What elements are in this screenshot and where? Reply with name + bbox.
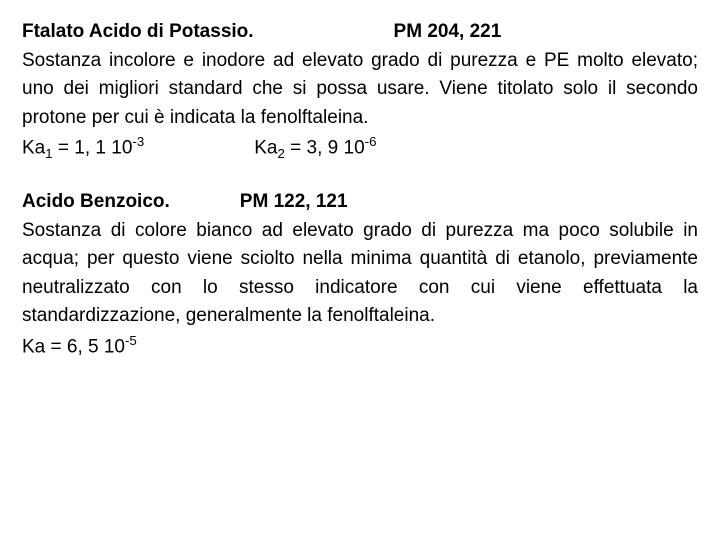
body-1: Sostanza incolore e inodore ad elevato g… (22, 47, 698, 133)
title-2: Acido Benzoico. (22, 188, 170, 217)
ka-line-1: Ka1 = 1, 1 10-3 Ka2 = 3, 9 10-6 (22, 132, 698, 164)
pm-2: PM 122, 121 (240, 188, 348, 217)
spacer (144, 132, 254, 164)
title-1: Ftalato Acido di Potassio. (22, 18, 254, 47)
ka2: Ka2 = 3, 9 10-6 (254, 132, 376, 164)
section-ftalato: Ftalato Acido di Potassio. PM 204, 221 S… (22, 18, 698, 164)
ka1: Ka1 = 1, 1 10-3 (22, 132, 144, 164)
section-benzoico: Acido Benzoico. PM 122, 121 Sostanza di … (22, 188, 698, 361)
header-line-1: Ftalato Acido di Potassio. PM 204, 221 (22, 18, 698, 47)
spacer (254, 18, 394, 47)
ka: Ka = 6, 5 10-5 (22, 331, 137, 362)
spacer (170, 188, 240, 217)
pm-1: PM 204, 221 (394, 18, 502, 47)
header-line-2: Acido Benzoico. PM 122, 121 (22, 188, 698, 217)
body-2: Sostanza di colore bianco ad elevato gra… (22, 217, 698, 331)
ka-line-2: Ka = 6, 5 10-5 (22, 331, 698, 362)
